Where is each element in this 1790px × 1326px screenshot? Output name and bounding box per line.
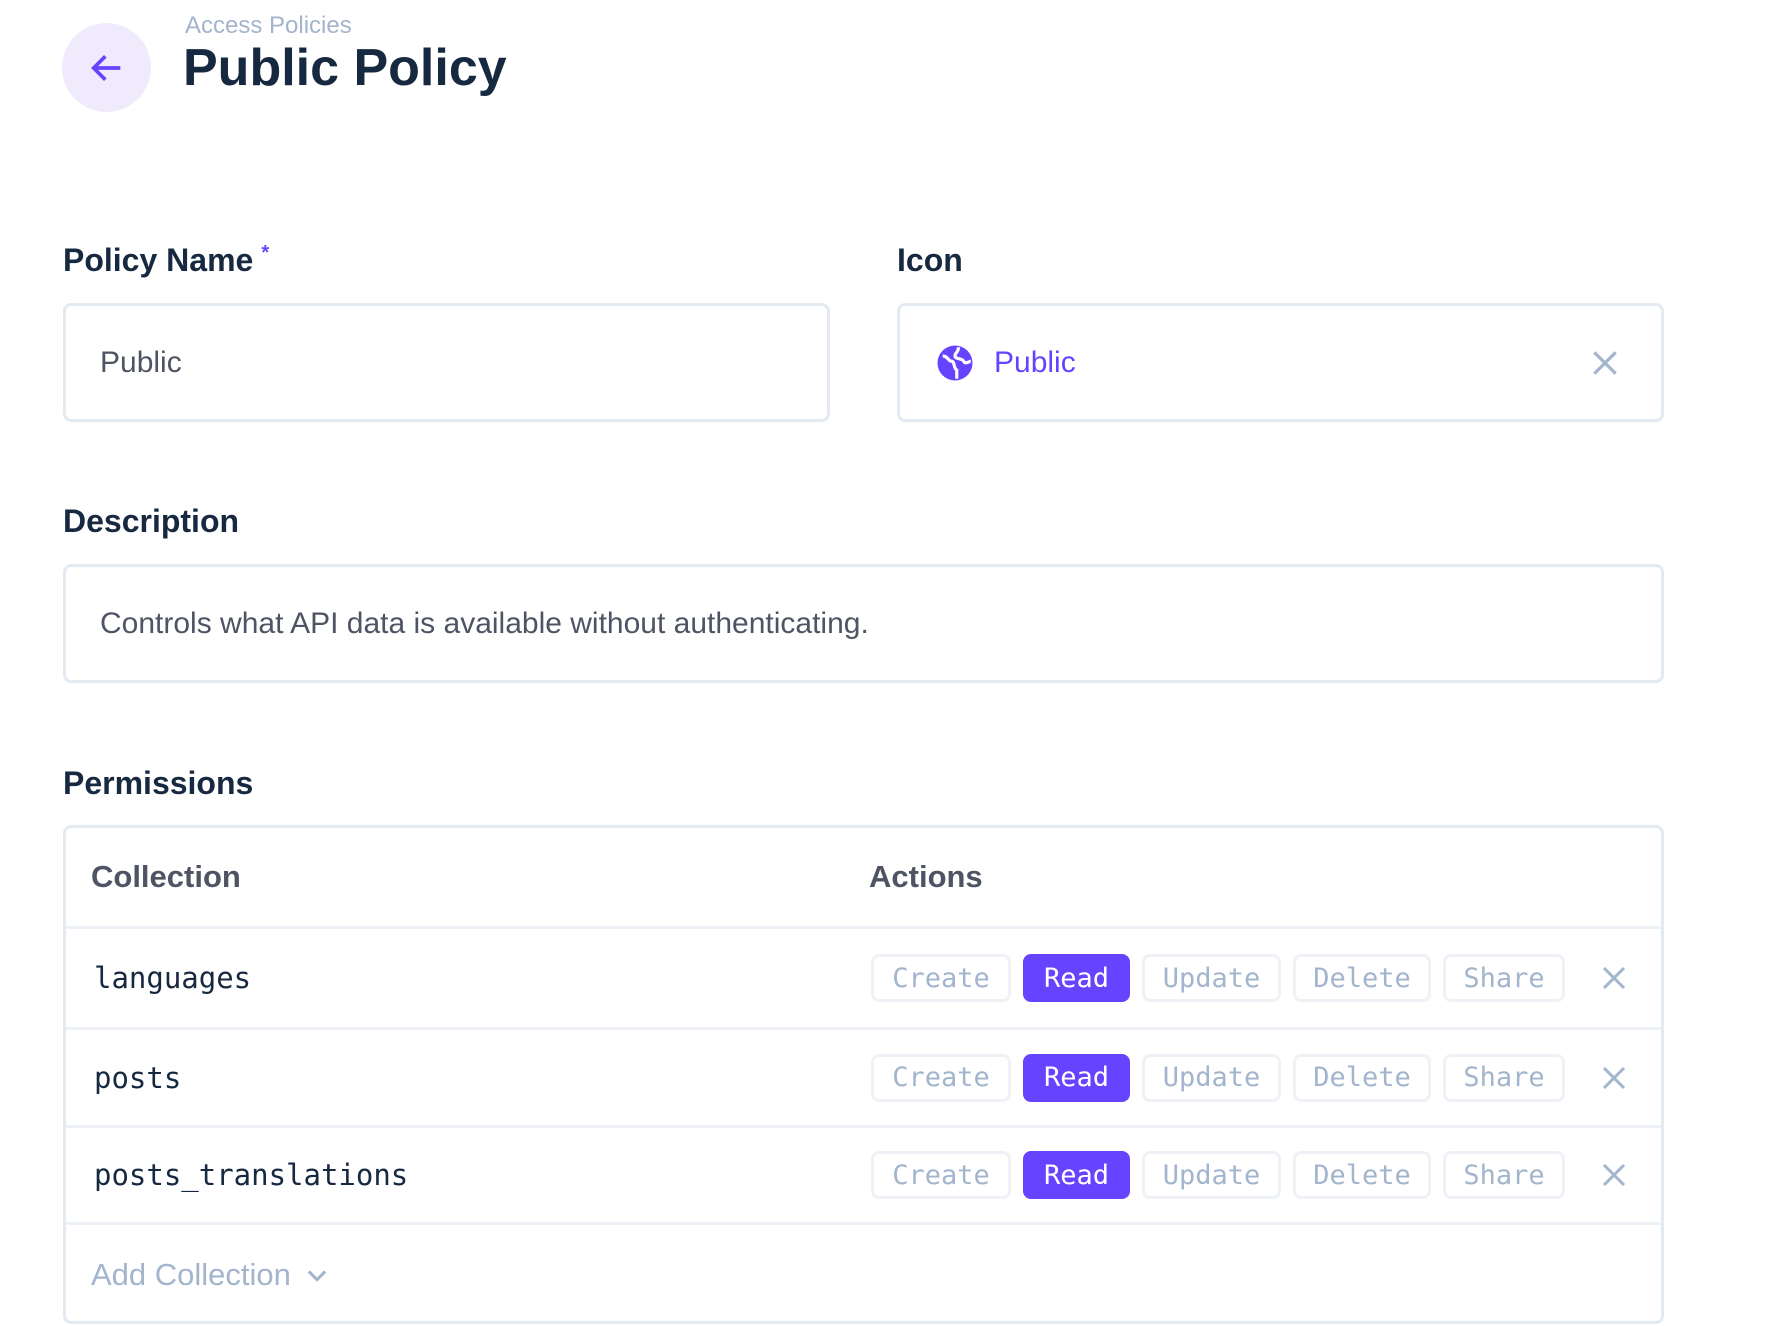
breadcrumb[interactable]: Access Policies: [185, 12, 352, 39]
clear-icon[interactable]: [1589, 347, 1621, 379]
description-input[interactable]: Controls what API data is available with…: [63, 564, 1664, 683]
close-icon: [1602, 1066, 1626, 1089]
page-title: Public Policy: [183, 39, 507, 97]
description-value: Controls what API data is available with…: [100, 606, 869, 640]
table-row: posts_translations Create Read Update Delete…: [66, 1128, 1661, 1225]
action-create-toggle[interactable]: Create: [871, 1053, 1011, 1102]
collection-name: posts_translations: [94, 1158, 409, 1192]
globe-icon: [937, 345, 973, 380]
action-delete-toggle[interactable]: Delete: [1293, 954, 1431, 1002]
permissions-table: Collection Actions languages Create Read Up…: [63, 825, 1664, 1324]
action-delete-toggle[interactable]: Delete: [1293, 1053, 1431, 1102]
remove-row-button[interactable]: [1599, 1063, 1629, 1093]
action-share-toggle[interactable]: Share: [1443, 1151, 1565, 1199]
remove-row-button[interactable]: [1599, 963, 1629, 993]
action-update-toggle[interactable]: Update: [1142, 954, 1281, 1002]
icon-value: Public: [994, 345, 1076, 379]
action-share-toggle[interactable]: Share: [1443, 1053, 1565, 1102]
close-icon: [1602, 966, 1626, 990]
action-read-toggle[interactable]: Read: [1023, 954, 1130, 1002]
action-update-toggle[interactable]: Update: [1142, 1053, 1281, 1102]
action-delete-toggle[interactable]: Delete: [1293, 1151, 1431, 1199]
icon-label: Icon: [897, 242, 963, 278]
actions-group: Create Read Update Delete Share: [871, 1151, 1629, 1199]
action-share-toggle[interactable]: Share: [1443, 954, 1565, 1002]
collection-name: posts: [94, 1060, 182, 1095]
table-header: Collection Actions: [66, 828, 1661, 929]
close-icon: [1602, 1163, 1626, 1187]
add-collection-label: Add Collection: [91, 1256, 291, 1292]
table-row: posts Create Read Update Delete Share: [66, 1030, 1661, 1128]
action-read-toggle[interactable]: Read: [1023, 1053, 1130, 1102]
icon-select[interactable]: Public: [897, 303, 1664, 422]
description-label: Description: [63, 503, 240, 539]
action-create-toggle[interactable]: Create: [871, 954, 1011, 1002]
actions-group: Create Read Update Delete Share: [871, 954, 1629, 1002]
add-collection-button[interactable]: Add Collection: [91, 1257, 331, 1293]
policy-name-input[interactable]: Public: [63, 303, 830, 422]
action-read-toggle[interactable]: Read: [1023, 1151, 1130, 1199]
policy-name-value: Public: [100, 345, 182, 379]
remove-row-button[interactable]: [1599, 1160, 1629, 1190]
table-row: languages Create Read Update Delete Share: [66, 929, 1661, 1030]
chevron-down-icon: [307, 1269, 327, 1282]
policy-name-label: Policy Name *: [63, 242, 270, 278]
required-mark: *: [261, 242, 270, 264]
arrow-left-icon: [90, 54, 120, 81]
back-button[interactable]: [62, 23, 151, 112]
add-collection-row: Add Collection: [66, 1225, 1661, 1324]
collection-name: languages: [94, 961, 252, 995]
column-actions: Actions: [869, 859, 983, 894]
action-update-toggle[interactable]: Update: [1142, 1151, 1281, 1199]
permissions-label: Permissions: [63, 765, 254, 801]
actions-group: Create Read Update Delete Share: [871, 1053, 1629, 1102]
action-create-toggle[interactable]: Create: [871, 1151, 1011, 1199]
column-collection: Collection: [91, 859, 241, 894]
